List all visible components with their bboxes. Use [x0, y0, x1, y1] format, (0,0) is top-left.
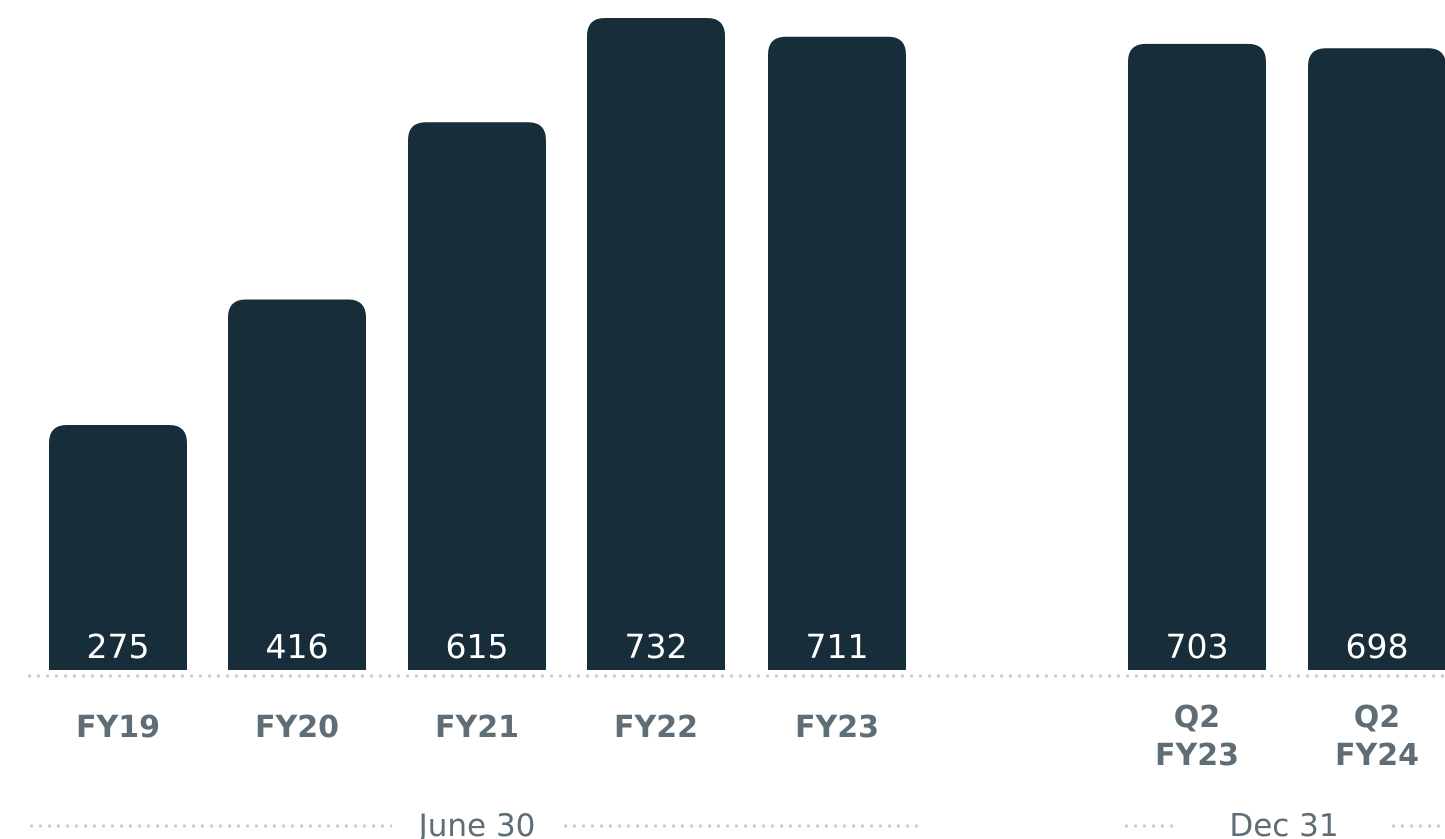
category-label-6-1: FY24: [1335, 738, 1419, 773]
category-label-3-0: FY22: [614, 710, 698, 745]
group-labels: June 30 Dec 31: [30, 808, 1445, 839]
bar-value-label-1: 416: [266, 627, 329, 666]
bar-1: [228, 299, 366, 670]
category-label-5-0: Q2: [1174, 700, 1220, 735]
group-label-0: June 30: [417, 808, 536, 839]
bar-4: [768, 37, 906, 670]
bars: 275 416 615 732 711 703 698: [49, 18, 1445, 670]
bar-value-label-2: 615: [446, 627, 509, 666]
bar-value-label-3: 732: [625, 627, 688, 666]
category-label-2-0: FY21: [435, 710, 519, 745]
bar-value-label-5: 703: [1166, 627, 1229, 666]
bar-2: [408, 122, 546, 670]
category-label-5-1: FY23: [1155, 738, 1239, 773]
category-label-1-0: FY20: [255, 710, 339, 745]
category-label-4-0: FY23: [795, 710, 879, 745]
bar-value-label-6: 698: [1346, 627, 1409, 666]
bar-value-label-4: 711: [806, 627, 869, 666]
category-label-6-0: Q2: [1354, 700, 1400, 735]
bar-value-label-0: 275: [87, 627, 150, 666]
group-label-1: Dec 31: [1229, 808, 1338, 839]
bar-5: [1128, 44, 1266, 670]
category-label-0-0: FY19: [76, 710, 160, 745]
bar-3: [587, 18, 725, 670]
bar-6: [1308, 48, 1445, 670]
